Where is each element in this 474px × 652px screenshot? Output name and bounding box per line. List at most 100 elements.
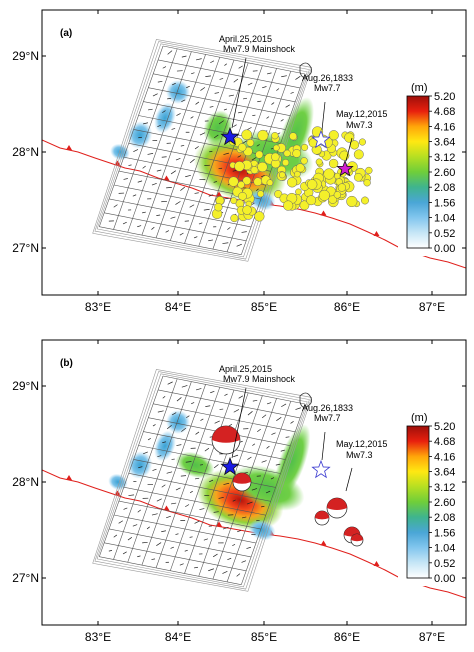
slip-vector	[156, 498, 162, 502]
colorbar-tick-label: 5.20	[434, 91, 455, 103]
fault-grid-line	[113, 378, 178, 560]
slip-vector	[142, 165, 146, 169]
slip-vector	[180, 475, 187, 477]
aftershock-dot	[214, 202, 223, 212]
slip-vector	[212, 553, 218, 558]
fault-grid-line	[141, 54, 206, 236]
lake-outline	[299, 62, 312, 78]
slip-vector	[271, 102, 275, 105]
slip-vector	[176, 397, 182, 402]
slip-vector	[193, 566, 198, 569]
slip-vector	[261, 174, 265, 178]
fault-grid-line	[153, 403, 296, 433]
slip-vector	[232, 499, 236, 502]
x-tick-label: 84°E	[165, 630, 191, 644]
fault-grid-line	[184, 62, 249, 244]
slip-vector	[161, 484, 166, 488]
slip-vector	[223, 152, 229, 155]
slip-vector	[152, 93, 158, 97]
slip-vector	[151, 226, 155, 230]
slip-patch	[248, 189, 276, 211]
slip-vector	[127, 537, 133, 541]
fault-grid-line	[99, 375, 164, 557]
colorbar-tick-label: 1.56	[434, 197, 455, 209]
slip-vector	[241, 231, 247, 233]
x-tick-label: 86°E	[334, 300, 360, 314]
slip-vector	[181, 99, 186, 102]
slip-vector	[208, 568, 214, 572]
slip-vector	[209, 479, 214, 483]
slip-contour	[96, 373, 308, 588]
slip-contour	[96, 43, 308, 258]
slip-vector	[214, 420, 220, 424]
fault-grid-line	[212, 68, 277, 250]
slip-vector	[189, 536, 193, 538]
slip-vector	[176, 444, 182, 446]
lake-outline	[299, 392, 312, 408]
thrust-tooth	[373, 561, 380, 566]
slip-vector	[275, 463, 281, 466]
thrust-tooth	[66, 475, 72, 480]
fault-grid-line	[162, 375, 306, 405]
aftershock-dot	[230, 197, 238, 205]
slip-vector	[161, 530, 166, 533]
aftershock-dot	[353, 172, 363, 182]
colorbar-tick-label: 0.00	[434, 573, 455, 585]
aftershock-dot	[271, 152, 280, 162]
slip-vector	[295, 76, 301, 80]
slip-vector	[132, 194, 137, 197]
slip-patch	[166, 410, 190, 434]
thrust-tooth	[66, 145, 72, 150]
slip-vector	[157, 124, 162, 127]
fault-grid-line	[109, 198, 252, 228]
slip-vector	[236, 573, 241, 577]
fault-grid-line	[155, 387, 221, 568]
slip-vector	[143, 122, 149, 125]
slip-vector	[251, 157, 257, 161]
aftershock-dot	[271, 132, 279, 140]
fault-grid-line	[158, 59, 301, 89]
thrust-tooth	[163, 175, 170, 181]
aftershock-dot	[299, 200, 310, 211]
slip-vector	[195, 431, 200, 435]
colorbar-tick-label: 2.60	[434, 167, 455, 179]
slip-vector	[189, 158, 195, 164]
aftershock-dot	[242, 205, 252, 215]
slip-vector	[194, 146, 199, 150]
thrust-tooth	[320, 210, 327, 216]
slip-vector	[224, 63, 228, 66]
x-tick-label: 85°E	[251, 630, 277, 644]
thrust-tooth	[216, 521, 222, 527]
slip-vector	[266, 445, 270, 449]
slip-vector	[222, 570, 228, 574]
y-tick-label: 28°N	[12, 145, 39, 159]
thrust-tooth	[320, 540, 327, 546]
focal-mechanism-compression	[233, 473, 251, 484]
slip-vector	[199, 132, 206, 136]
aftershock-dot	[254, 211, 265, 222]
slip-vector	[262, 86, 267, 89]
slip-vector	[175, 157, 181, 161]
aftershock-dot	[228, 176, 239, 187]
slip-vector	[256, 188, 259, 192]
fault-grid-line	[113, 184, 257, 214]
slip-vector	[179, 563, 184, 566]
slip-vector	[123, 507, 128, 510]
slip-vector	[170, 216, 176, 219]
slip-vector	[199, 508, 205, 510]
slip-vector	[213, 511, 219, 513]
mainshock-label-mag: Mw7.9 Mainshock	[223, 44, 296, 54]
aftershock-dot	[365, 166, 373, 175]
historic-1833-star	[311, 129, 331, 149]
historic-label-date: Aug.26,1833	[302, 403, 353, 413]
thrust-tooth	[163, 505, 170, 511]
slip-vector	[227, 227, 231, 230]
aftershock-dot	[242, 176, 252, 186]
aftershock-label-date: May.12,2015	[336, 439, 387, 449]
slip-vector	[238, 111, 243, 114]
slip-vector	[251, 488, 258, 491]
slip-vector	[180, 144, 185, 147]
historic-label-date: Aug.26,1833	[302, 73, 353, 83]
slip-vector	[222, 526, 229, 530]
